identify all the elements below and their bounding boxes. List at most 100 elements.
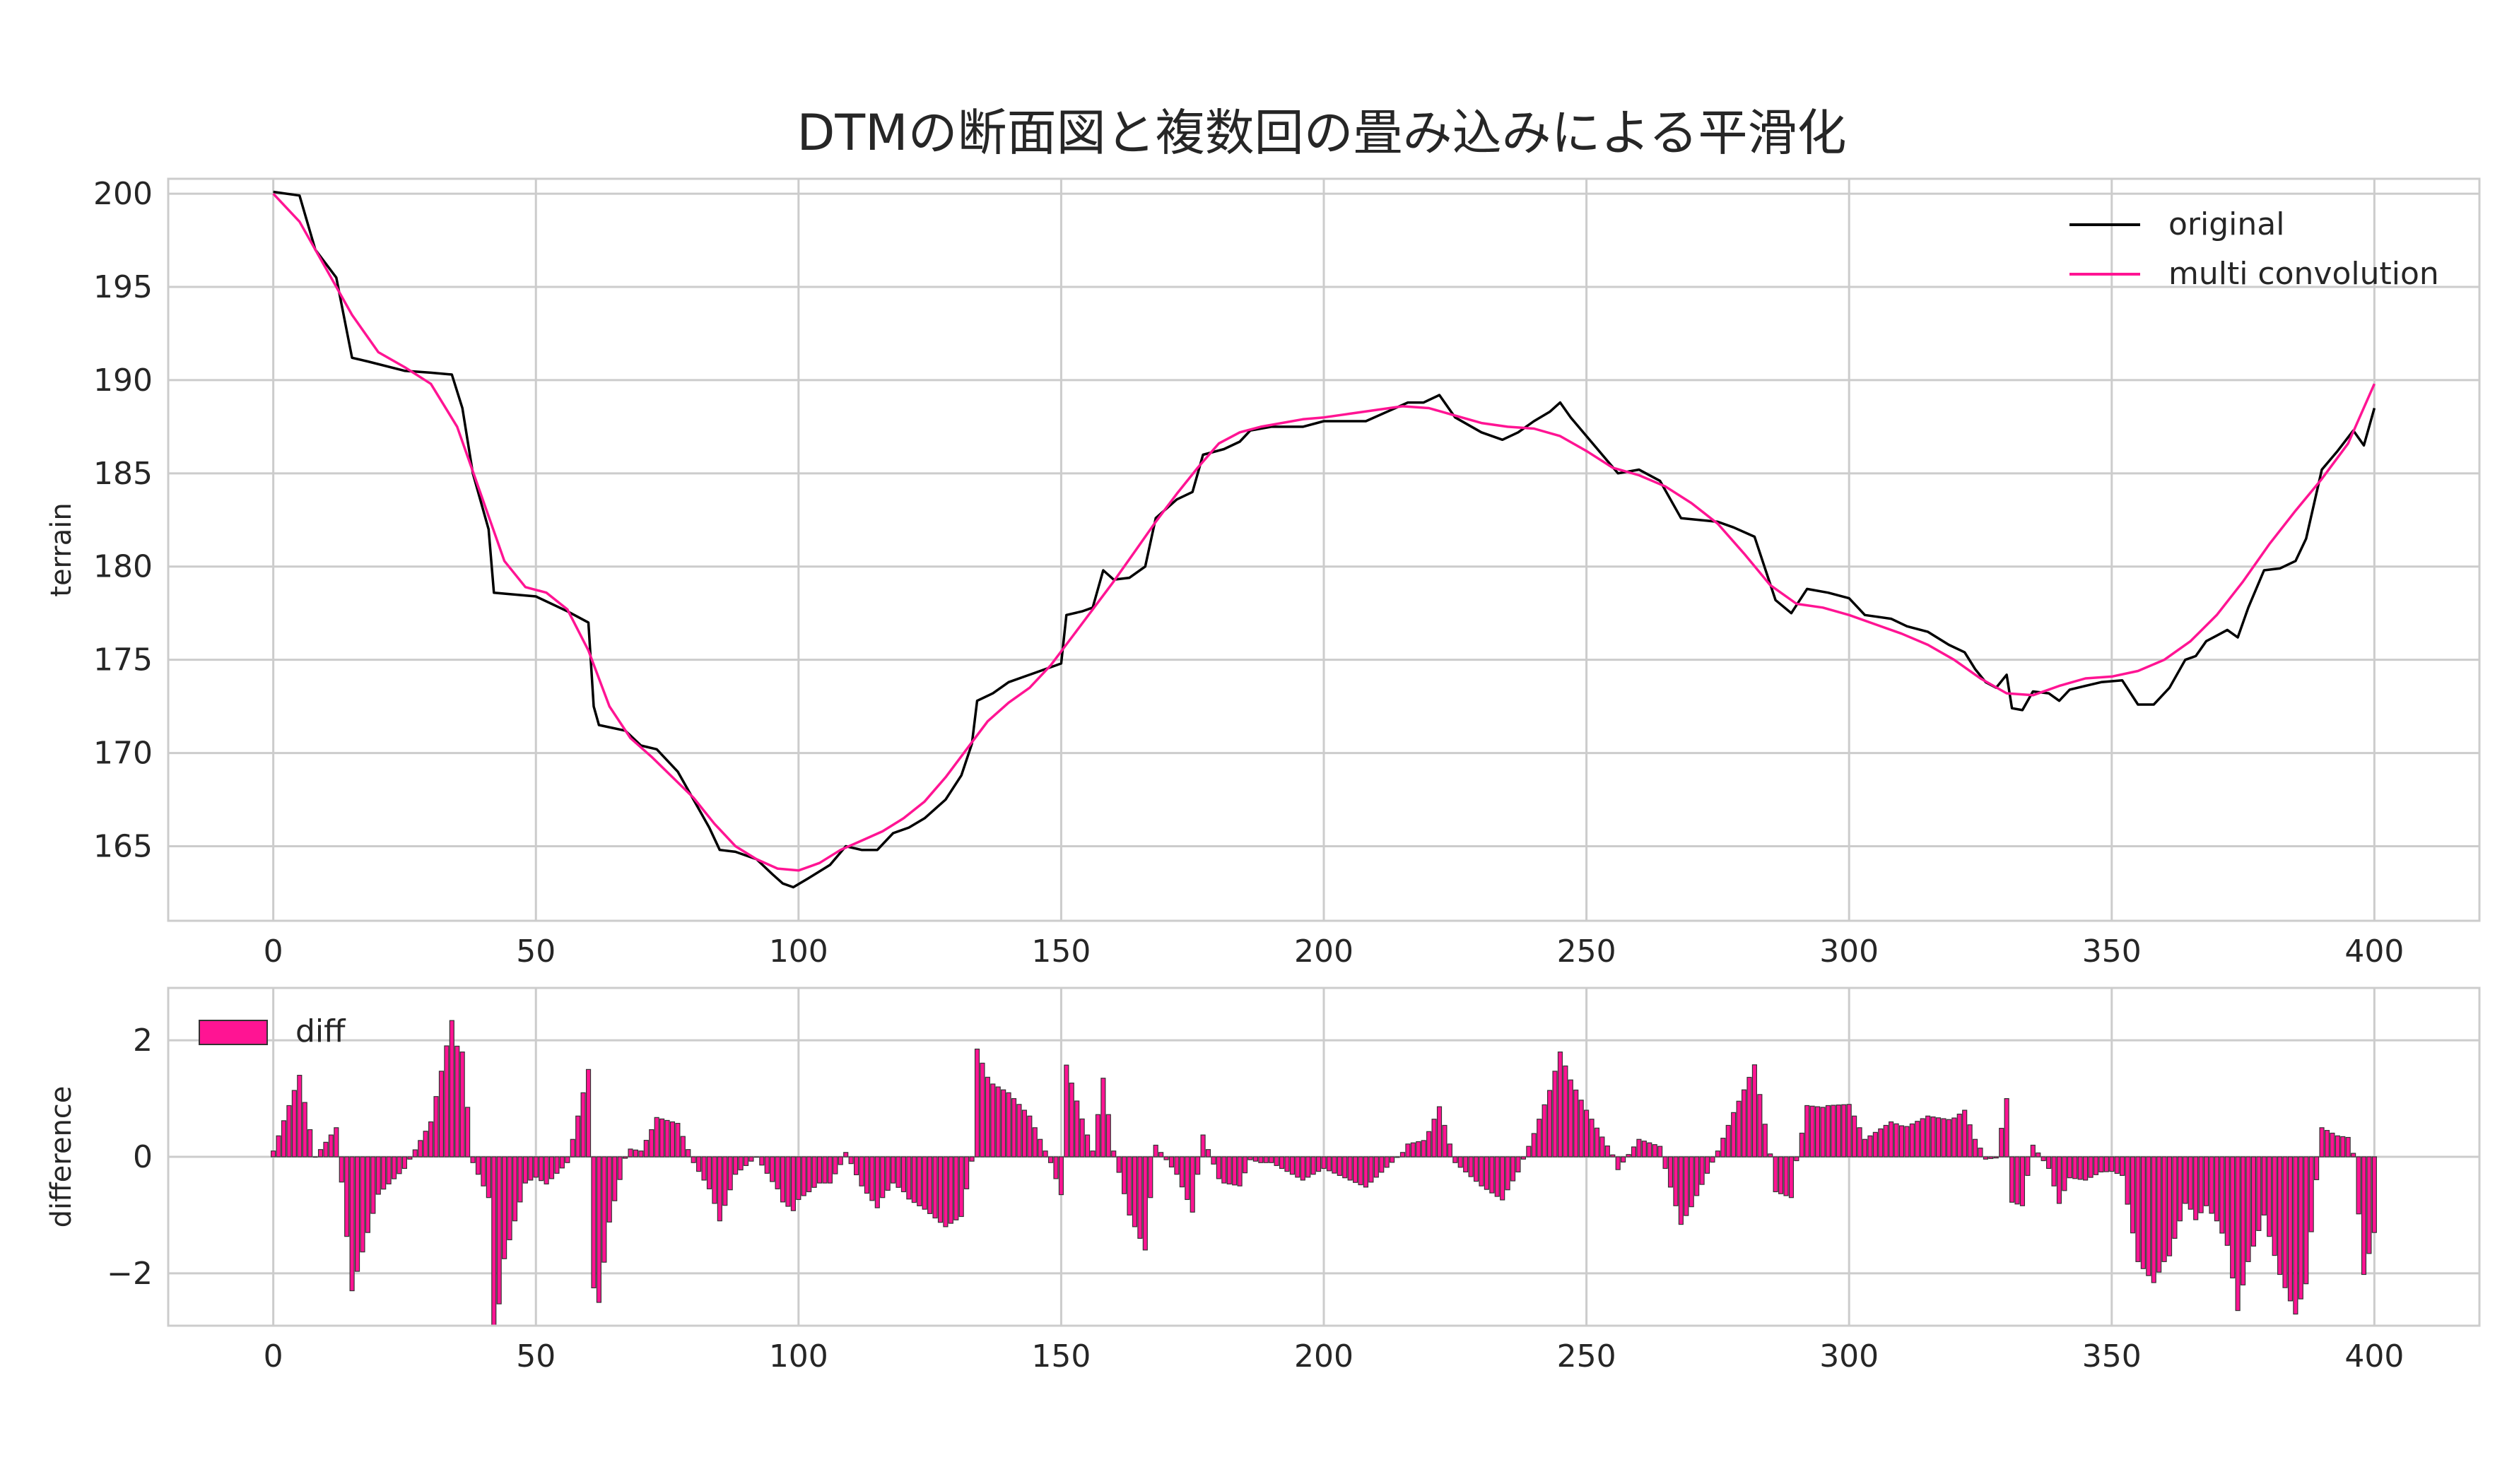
diff-bar xyxy=(2103,1156,2109,1172)
diff-bar xyxy=(1100,1078,1106,1158)
diff-bar xyxy=(2282,1156,2288,1288)
diff-bar xyxy=(1405,1143,1411,1158)
diff-bar xyxy=(2351,1153,2356,1158)
legend-original-label: original xyxy=(2168,206,2284,242)
diff-bar xyxy=(958,1156,964,1218)
diff-bar xyxy=(816,1156,823,1184)
x-tick-label: 50 xyxy=(516,1338,556,1374)
diff-bar xyxy=(654,1117,659,1158)
x-tick-label: 300 xyxy=(1819,1338,1879,1374)
terrain-legend: original multi convolution xyxy=(2069,206,2439,292)
diff-bar xyxy=(780,1156,786,1203)
diff-bar xyxy=(1305,1156,1311,1178)
diff-bar xyxy=(2161,1156,2167,1262)
diff-bar xyxy=(1289,1156,1295,1175)
difference-plot-area xyxy=(271,1020,2377,1326)
diff-bar xyxy=(2093,1156,2099,1175)
diff-bar xyxy=(1715,1150,1720,1158)
diff-bar xyxy=(628,1148,633,1158)
diff-bar xyxy=(1568,1079,1573,1158)
diff-bar xyxy=(291,1090,297,1158)
diff-bar xyxy=(349,1156,355,1292)
difference-legend: diff xyxy=(199,1013,346,1049)
diff-bar xyxy=(911,1156,917,1203)
x-tick-label: 400 xyxy=(2344,934,2404,970)
diff-bar xyxy=(964,1156,970,1189)
diff-bar xyxy=(790,1156,796,1211)
diff-bar xyxy=(1300,1156,1305,1181)
diff-bar xyxy=(2014,1156,2020,1205)
diff-bar xyxy=(1604,1146,1610,1158)
y-tick-label: 180 xyxy=(93,549,153,585)
diff-bar xyxy=(1846,1104,1852,1158)
x-tick-label: 100 xyxy=(769,1338,828,1374)
diff-bar xyxy=(1762,1124,1768,1158)
diff-bar xyxy=(2156,1156,2162,1273)
diff-bar xyxy=(696,1156,702,1172)
diff-bar xyxy=(1058,1156,1064,1196)
diff-bar xyxy=(727,1156,733,1191)
difference-tick-labels: 0 50 100 150 200 250 300 350 400 −2 0 2 xyxy=(107,1023,2404,1374)
diff-bar xyxy=(1038,1138,1043,1158)
diff-bar xyxy=(2261,1156,2267,1216)
diff-bar xyxy=(806,1156,812,1193)
diff-bar xyxy=(591,1156,597,1289)
diff-bar xyxy=(1573,1089,1579,1158)
diff-bar xyxy=(486,1156,491,1199)
diff-bar xyxy=(785,1156,791,1207)
diff-bar xyxy=(1279,1156,1285,1170)
diff-bar xyxy=(2056,1156,2062,1204)
x-tick-label: 50 xyxy=(516,934,556,970)
diff-bar xyxy=(775,1156,780,1189)
diff-bar xyxy=(1064,1064,1069,1158)
diff-bar xyxy=(544,1156,549,1185)
x-tick-label: 0 xyxy=(264,934,283,970)
diff-bar xyxy=(1310,1156,1316,1175)
diff-bar xyxy=(1815,1106,1821,1158)
diff-bar xyxy=(2371,1156,2377,1233)
x-tick-label: 150 xyxy=(1031,1338,1091,1374)
diff-bar xyxy=(1105,1114,1111,1158)
diff-bar xyxy=(1247,1156,1253,1160)
diff-bar xyxy=(675,1123,681,1158)
diff-bar xyxy=(2209,1156,2214,1214)
diff-bar xyxy=(2030,1144,2036,1158)
diff-bar xyxy=(539,1156,544,1182)
legend-diff-label: diff xyxy=(295,1013,346,1049)
diff-bar xyxy=(1452,1156,1458,1163)
diff-bar xyxy=(833,1156,838,1174)
diff-bar xyxy=(1920,1118,1925,1158)
diff-bar xyxy=(1788,1156,1795,1199)
diff-bar xyxy=(917,1156,922,1206)
diff-bar xyxy=(1794,1156,1799,1162)
diff-bar xyxy=(1599,1136,1605,1158)
diff-bar xyxy=(2324,1130,2330,1158)
diff-bar xyxy=(2041,1156,2046,1162)
diff-bar xyxy=(1269,1156,1274,1163)
diff-bar xyxy=(1132,1156,1138,1227)
diff-bar xyxy=(722,1156,728,1206)
diff-bar xyxy=(1321,1156,1327,1170)
diff-bar xyxy=(1095,1114,1101,1158)
diff-bar xyxy=(1084,1134,1091,1158)
diff-bar xyxy=(932,1156,938,1219)
diff-bar xyxy=(381,1156,387,1190)
diff-bar xyxy=(2166,1156,2173,1256)
diff-bar xyxy=(449,1020,454,1158)
diff-bar xyxy=(1457,1156,1463,1168)
diff-bar xyxy=(733,1156,739,1175)
diff-bar xyxy=(1684,1156,1689,1216)
diff-bar xyxy=(502,1156,507,1259)
diff-bar xyxy=(491,1156,497,1326)
diff-bar xyxy=(633,1149,639,1158)
diff-bar xyxy=(1021,1109,1027,1158)
diff-bar xyxy=(1116,1156,1122,1173)
diff-bar xyxy=(1358,1156,1363,1186)
diff-bar xyxy=(1211,1156,1216,1165)
diff-bar xyxy=(475,1156,481,1175)
diff-bar xyxy=(1416,1141,1421,1158)
diff-bar xyxy=(1647,1142,1652,1158)
diff-bar xyxy=(397,1156,402,1174)
diff-bar xyxy=(1889,1121,1894,1158)
diff-bar xyxy=(1510,1156,1516,1182)
